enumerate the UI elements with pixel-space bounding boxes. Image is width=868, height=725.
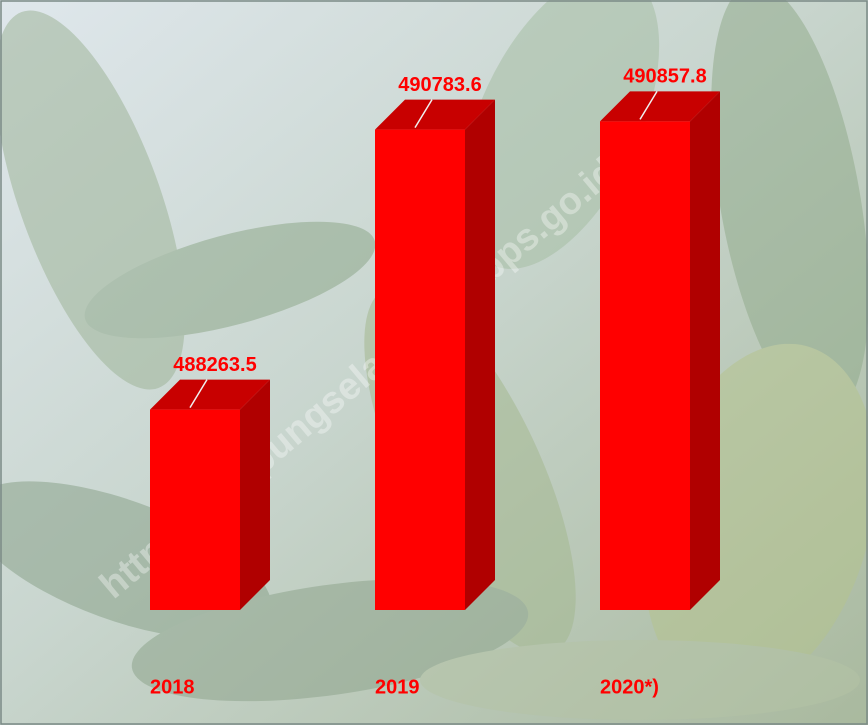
leader-line	[414, 99, 433, 128]
bar	[375, 129, 465, 610]
bar	[150, 409, 240, 610]
value-label: 490783.6	[398, 74, 481, 96]
value-label: 488263.5	[173, 354, 256, 376]
bar-side	[465, 99, 495, 610]
x-tick-label: 2019	[375, 676, 420, 698]
bar	[600, 121, 690, 610]
bar-top	[600, 91, 720, 122]
bar-side	[240, 379, 270, 610]
value-label: 490857.8	[623, 66, 706, 88]
leader-line	[639, 90, 658, 120]
x-tick-label: 2018	[150, 676, 195, 698]
x-tick-label: 2020*)	[600, 676, 659, 698]
bar-top	[375, 99, 495, 130]
bar-side	[690, 91, 720, 611]
bar-top	[150, 379, 270, 410]
leader-line	[189, 379, 208, 409]
